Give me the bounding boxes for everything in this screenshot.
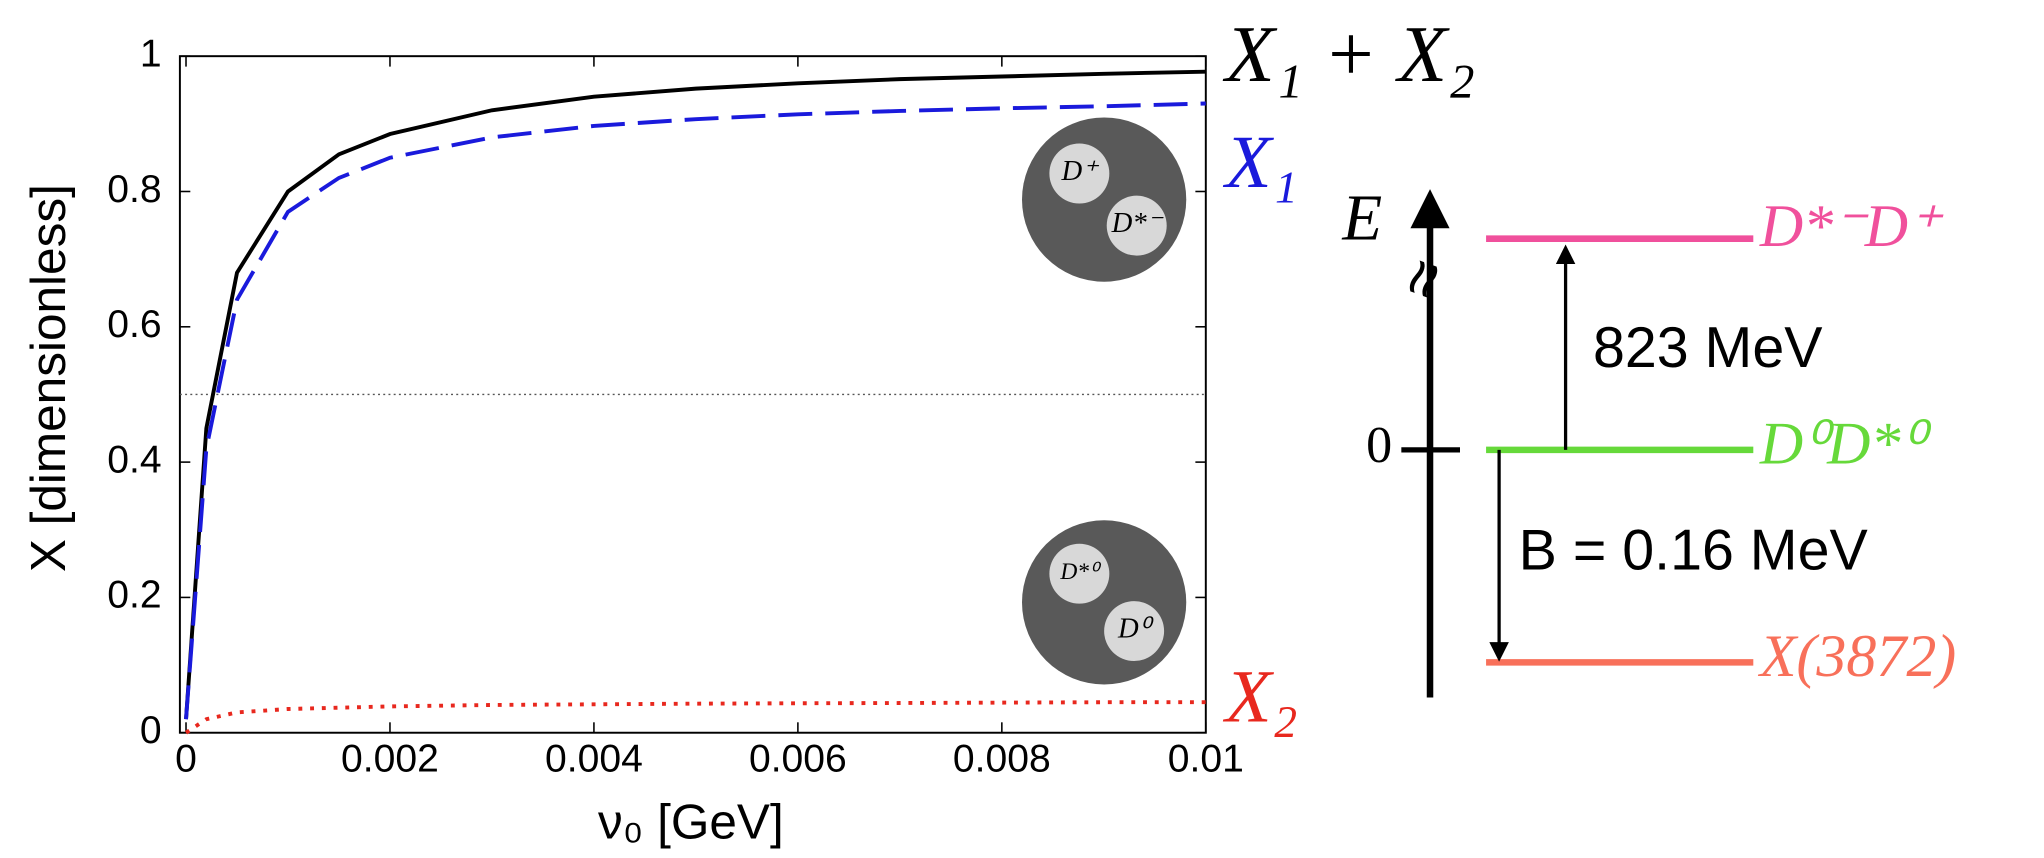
inset-label: D⁺ [1060,155,1099,187]
level-label: X(3872) [1758,623,1956,689]
level-label: D*⁻D⁺ [1759,193,1944,259]
zero-label: 0 [1366,417,1392,474]
inset-2: D*⁰ D⁰ [1022,520,1187,685]
y-tick-label: 1 [140,33,162,76]
inset-label: D*⁰ [1059,559,1102,585]
y-tick-label: 0.4 [107,438,161,481]
y-tick-label: 0.2 [107,574,161,617]
x-tick-label: 0.002 [341,738,439,781]
series-line [184,101,1206,720]
inset-label: D*⁻ [1111,207,1164,239]
inset-1: D⁺ D*⁻ [1022,117,1187,282]
series-line [184,69,1206,720]
series-label: X₂ [1222,655,1297,738]
y-tick-label: 0.8 [107,168,161,211]
x-tick-label: 0.01 [1168,738,1244,781]
energy-label: E [1341,182,1382,254]
axis-break: ≈ [1382,249,1463,308]
series-line [184,700,1206,735]
gap-label: B = 0.16 MeV [1519,518,1868,582]
x-tick-label: 0.004 [545,738,643,781]
gap-label: 823 MeV [1593,316,1823,380]
y-axis-label: X [dimensionless] [21,184,76,572]
x-tick-label: 0 [175,738,197,781]
x-tick-label: 0.008 [953,738,1051,781]
series-label: X₁ [1222,121,1297,204]
inset-label: D⁰ [1117,613,1155,645]
level-label: D⁰D*⁰ [1759,411,1933,477]
y-tick-label: 0.6 [107,303,161,346]
y-tick-label: 0 [140,709,162,752]
x-axis-label: ν₀ [GeV] [598,794,784,849]
x-tick-label: 0.006 [749,738,847,781]
level-diagram: E ≈ 0 D*⁻D⁺ D⁰D*⁰ X(3872) 823 MeV B = 0.… [1341,182,1956,698]
series-label: X₁ + X₂ [1222,10,1475,99]
